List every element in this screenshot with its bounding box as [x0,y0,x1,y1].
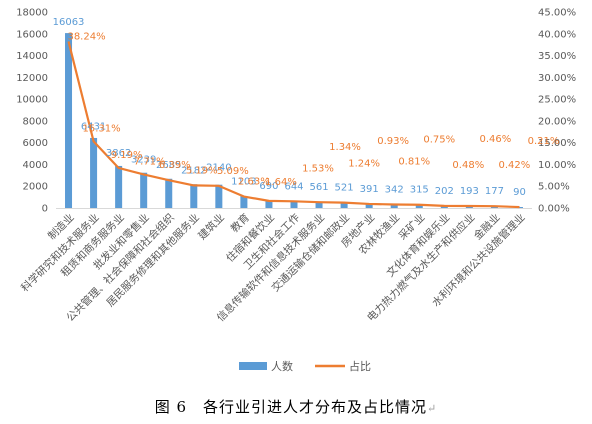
bar [415,204,423,208]
bar-value-label: 644 [284,181,303,192]
y-left-tick-label: 4000 [23,160,48,171]
bar-value-label: 16063 [53,17,85,28]
percentage-label: 1.53% [302,163,334,174]
percentage-label: 1.34% [329,142,361,153]
percentage-label: 0.75% [423,135,455,146]
percentage-label: 5.19% [186,165,218,176]
y-right-tick-label: 10.00% [538,160,576,171]
bar [165,178,173,208]
y-right-tick-label: 45.00% [538,8,576,19]
y-left-tick-label: 2000 [23,182,48,193]
y-right-tick-label: 30.00% [538,73,576,84]
bar-value-label: 2685 [156,160,181,171]
bar-value-label: 90 [513,187,526,198]
y-right-tick-label: 20.00% [538,116,576,127]
percentage-label: 0.48% [452,160,484,171]
bar [340,202,348,208]
bar-value-label: 177 [485,186,504,197]
y-left-tick-label: 10000 [16,95,48,106]
legend-bar-label: 人数 [271,360,293,373]
y-right-tick-label: 15.00% [538,138,576,149]
bar [90,137,98,208]
combo-chart: 0 2000 4000 6000 8000 10000 12000 14000 16000 180… [16,8,576,374]
bar-value-label: 315 [410,185,429,196]
bar-value-label: 342 [385,184,404,195]
percentage-line [67,41,520,209]
y-left-tick-label: 14000 [16,51,48,62]
percentage-label: 0.93% [377,136,409,147]
percentage-label: 0.81% [398,156,430,167]
bar-value-label: 3862 [106,148,131,159]
bar-value-label: 2182 [181,165,206,176]
legend-bar-swatch [239,362,267,370]
y-right-tick-label: 25.00% [538,95,576,106]
y-right-tick-label: 35.00% [538,51,576,62]
bar [390,204,398,208]
y-left-tick-label: 8000 [23,116,48,127]
bar-value-label: 690 [259,181,278,192]
y-right-tick-label: 5.00% [538,182,570,193]
y-left-tick-label: 16000 [16,29,48,40]
figure-caption: 图 6 各行业引进人才分布及占比情况↵ [0,396,592,417]
bar [315,201,323,208]
percentage-label: 6.39% [159,160,191,171]
percentage-label: 7.71% [134,156,166,167]
bar [290,200,298,208]
return-mark-icon: ↵ [427,402,438,415]
y-left-tick-label: 12000 [16,73,48,84]
y-left-tick-label: 0 [42,204,48,215]
percentage-label: 38.24% [67,31,105,42]
bar [240,195,248,208]
bar-value-label: 3239 [131,154,156,165]
percentage-label: 1.64% [265,177,297,188]
bar [265,200,273,208]
bar-value-label: 561 [310,182,329,193]
percentage-label: 0.21% [528,136,560,147]
percentage-label: 5.09% [217,166,249,177]
percentage-label: 9.19% [111,150,143,161]
percentage-label: 2.63% [238,177,270,188]
bar [65,33,73,208]
bar-value-label: 6431 [81,121,106,132]
bar-value-label: 391 [360,184,379,195]
y-right-tick-label: 0.00% [538,204,570,215]
bar-value-label: 521 [335,183,354,194]
bar [140,172,148,208]
y-left-tick-label: 6000 [23,138,48,149]
bar-value-label: 2140 [206,163,231,174]
legend-line-label: 占比 [349,359,371,373]
percentage-label: 0.42% [499,160,531,171]
bar-value-label: 193 [460,186,479,197]
bar [190,184,198,208]
bar [515,207,523,208]
percentage-label: 0.46% [479,134,511,145]
percentage-label: 15.31% [83,123,121,134]
percentage-label: 1.24% [348,159,380,170]
bar [365,203,373,208]
y-right-tick-label: 40.00% [538,29,576,40]
bar-value-label: 1103 [231,177,256,188]
bar [115,165,123,208]
bar [215,184,223,208]
bar-value-label: 202 [435,186,454,197]
category-label: 建筑业 [195,211,226,242]
caption-text: 图 6 各行业引进人才分布及占比情况 [154,398,428,416]
y-left-tick-label: 18000 [16,8,48,19]
